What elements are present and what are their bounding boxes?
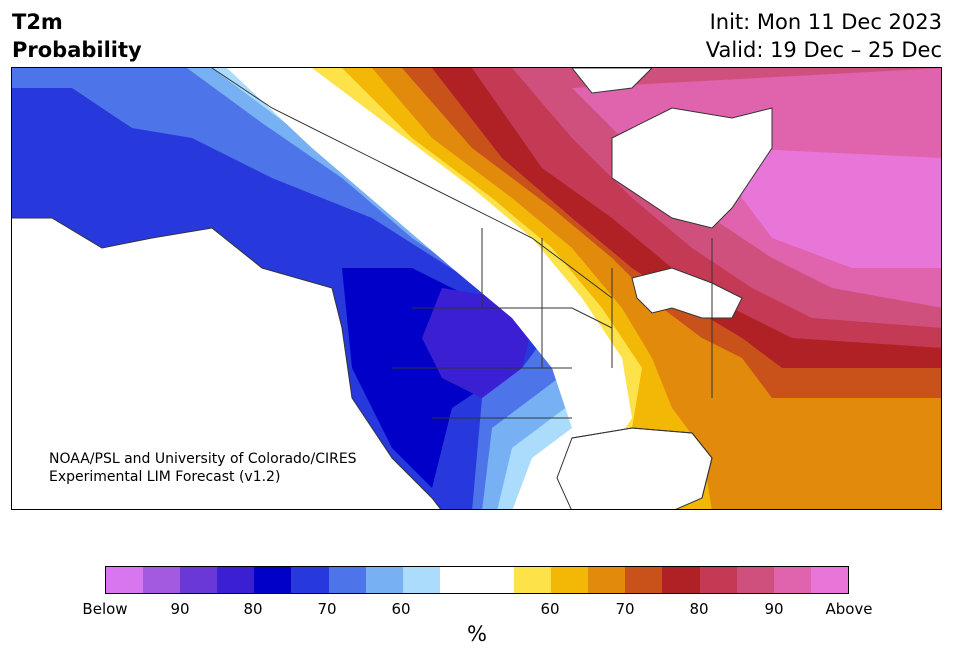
colorbar-segment	[217, 567, 255, 593]
colorbar-segment	[254, 567, 292, 593]
hudson-bay	[611, 107, 773, 229]
colorbar-segment	[699, 567, 737, 593]
colorbar-tick-label: 80	[689, 600, 709, 618]
credit-line-2: Experimental LIM Forecast (v1.2)	[49, 469, 281, 485]
init-date: Init: Mon 11 Dec 2023	[709, 10, 942, 34]
forecast-dates: Init: Mon 11 Dec 2023 Valid: 19 Dec – 25…	[706, 8, 942, 64]
below-band-80	[422, 288, 532, 398]
colorbar-segment	[439, 567, 477, 593]
coastlines	[12, 68, 713, 509]
colorbar-segment	[402, 567, 440, 593]
colorbar-tick-label: Above	[825, 600, 873, 618]
colorbar-segment	[180, 567, 218, 593]
map-canvas	[12, 68, 941, 509]
above-band-strong	[732, 148, 941, 268]
valid-period: Valid: 19 Dec – 25 Dec	[705, 38, 942, 62]
neutral-corridor	[227, 68, 632, 448]
colorbar-segment	[514, 567, 552, 593]
pacific-coast-water	[12, 218, 441, 509]
title-line-variable: T2m	[12, 10, 63, 34]
colorbar-tick-label: 90	[764, 600, 784, 618]
arctic-water	[571, 68, 653, 94]
credit-line-1: NOAA/PSL and University of Colorado/CIRE…	[49, 451, 357, 467]
colorbar-tick-label: 60	[391, 600, 411, 618]
colorbar-tick-label: 70	[317, 600, 337, 618]
colorbar-segment	[143, 567, 181, 593]
colorbar-segment	[810, 567, 848, 593]
colorbar-segment	[328, 567, 366, 593]
colorbar-segment	[551, 567, 589, 593]
gulf-of-mexico	[556, 427, 713, 509]
map-title: T2m Probability	[12, 8, 142, 64]
colorbar-unit: %	[467, 622, 487, 646]
colorbar-segment	[291, 567, 329, 593]
colorbar-segment	[662, 567, 700, 593]
colorbar-tick-label: 70	[615, 600, 635, 618]
colorbar-segment	[476, 567, 515, 593]
colorbar-segment	[106, 567, 144, 593]
colorbar-segment	[736, 567, 774, 593]
colorbar-tick-label: 90	[170, 600, 190, 618]
great-lakes	[631, 267, 743, 319]
colorbar-tick-label: 60	[540, 600, 560, 618]
colorbar	[105, 566, 849, 594]
title-line-type: Probability	[12, 38, 142, 62]
probability-map	[11, 67, 942, 510]
colorbar-segment	[625, 567, 663, 593]
colorbar-tick-label: 80	[243, 600, 263, 618]
colorbar-segment	[588, 567, 626, 593]
data-credit: NOAA/PSL and University of Colorado/CIRE…	[49, 450, 357, 486]
colorbar-segment	[773, 567, 811, 593]
colorbar-tick-label: Below	[82, 600, 128, 618]
colorbar-segment	[365, 567, 403, 593]
